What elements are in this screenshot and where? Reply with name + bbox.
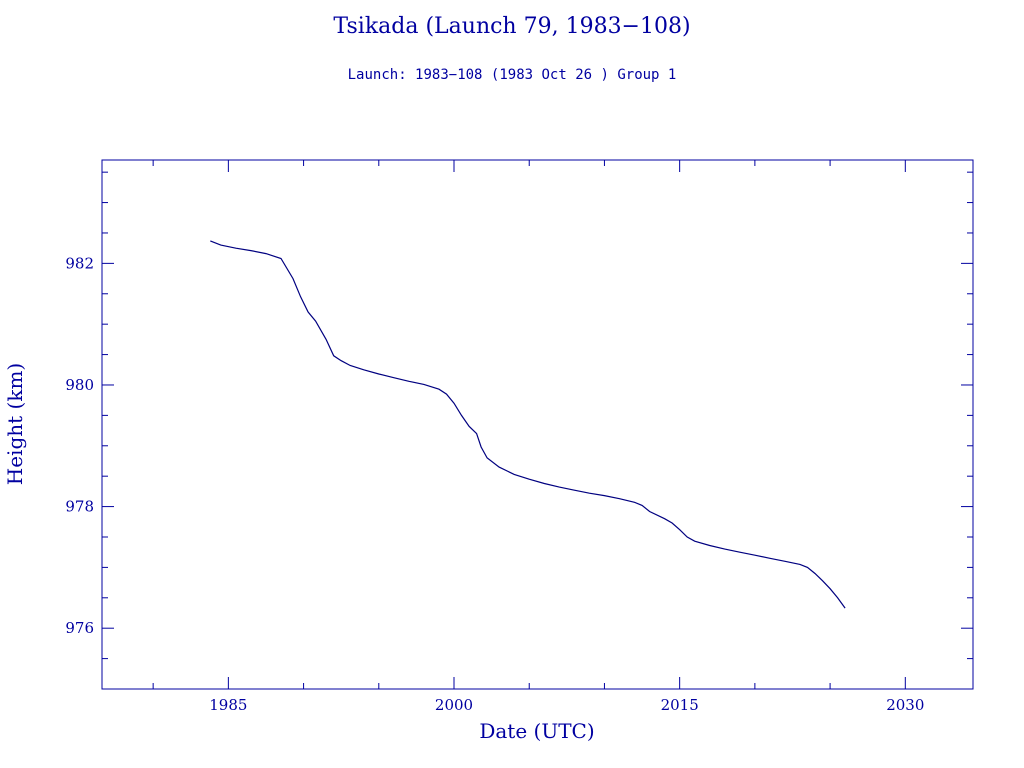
y-tick-label: 978 — [65, 498, 94, 516]
y-axis-label: Height (km) — [3, 363, 27, 485]
y-tick-label: 976 — [65, 619, 94, 637]
x-tick-label: 1985 — [209, 696, 247, 714]
height-series-line — [210, 240, 846, 609]
axis-ticks — [102, 160, 973, 689]
x-tick-label: 2015 — [661, 696, 699, 714]
x-tick-label: 2000 — [435, 696, 473, 714]
axis-tick-labels: 1985 2000 2015 2030 976 978 980 982 — [65, 254, 924, 714]
plot-frame — [101, 159, 974, 690]
x-tick-label: 2030 — [886, 696, 924, 714]
chart-title: Tsikada (Launch 79, 1983−108) — [333, 14, 691, 39]
y-tick-label: 982 — [65, 254, 94, 272]
y-tick-label: 980 — [65, 376, 94, 394]
x-axis-label: Date (UTC) — [479, 719, 594, 743]
chart-subtitle: Launch: 1983−108 (1983 Oct 26 ) Group 1 — [347, 67, 677, 83]
